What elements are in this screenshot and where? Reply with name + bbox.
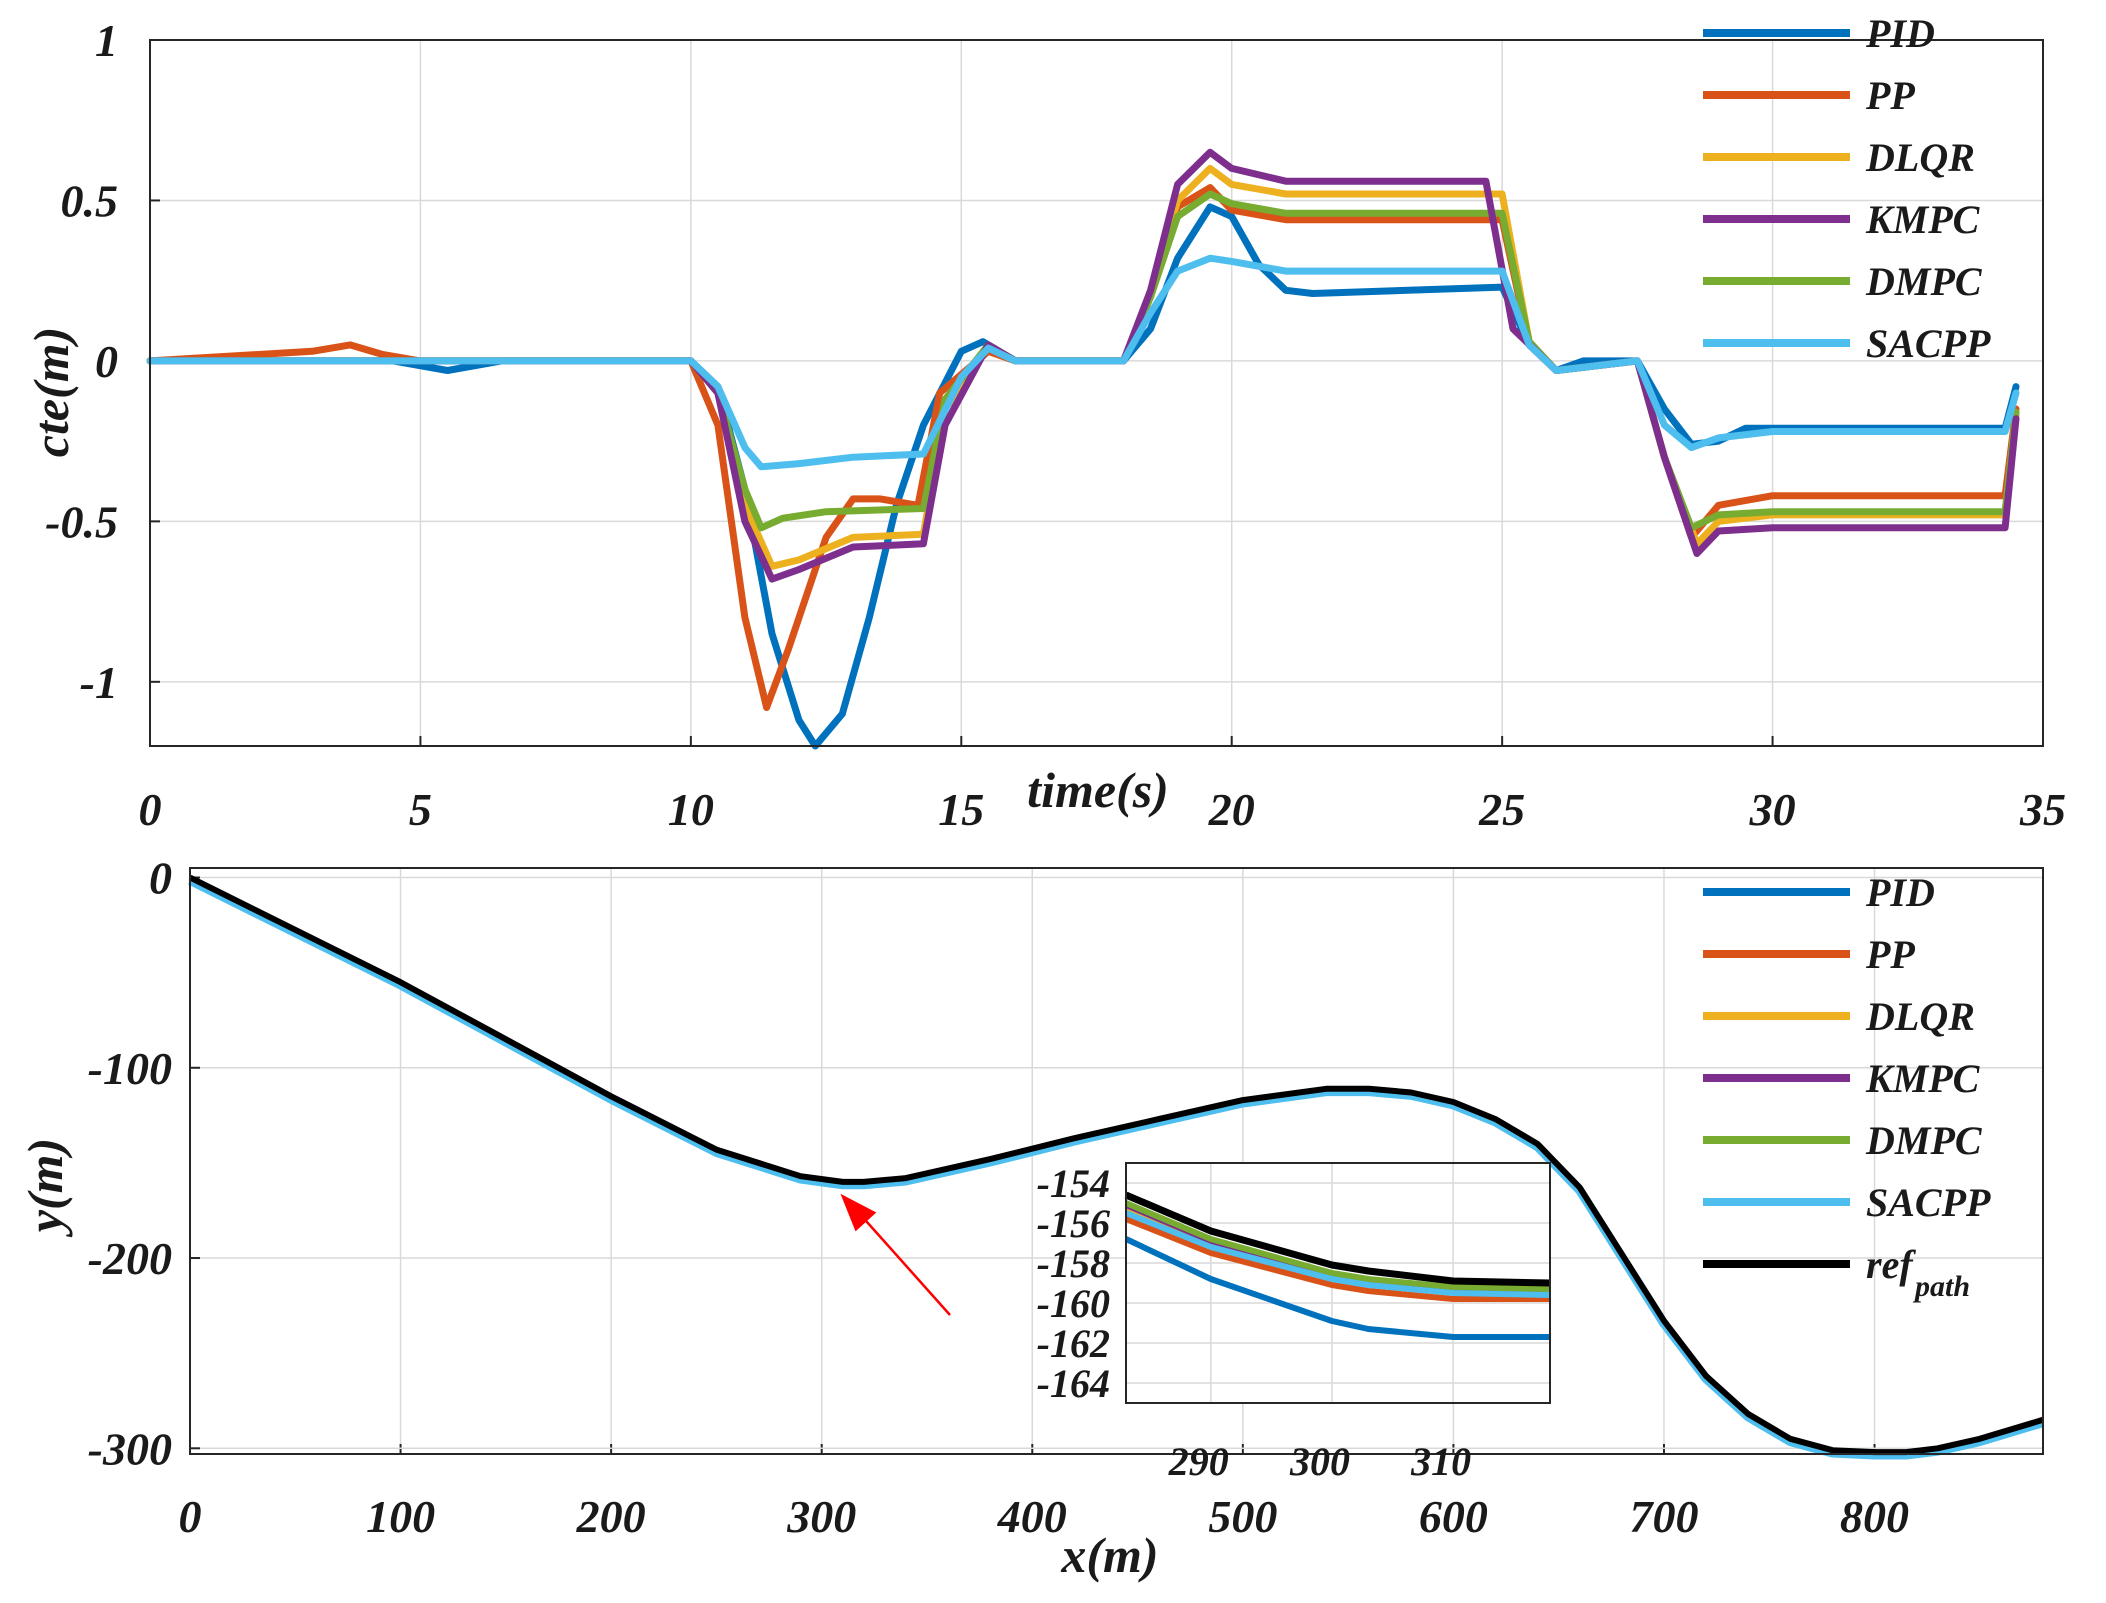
cte-y-tick-label: 1	[95, 15, 118, 66]
path-y-tick-label: -100	[88, 1043, 172, 1094]
cte-series-kmpc	[146, 148, 2020, 583]
path-series-sacpp	[187, 876, 2045, 1460]
path-x-tick-label: 100	[366, 1491, 435, 1542]
cte-legend-label: DMPC	[1865, 259, 1983, 304]
zoom-arrow-head	[840, 1193, 877, 1232]
path-series-lines	[187, 874, 2045, 1460]
cte-x-tick-label: 0	[139, 784, 162, 835]
inset-x-tick-label: 310	[1410, 1439, 1471, 1484]
path-x-axis-label: x(m)	[1060, 1527, 1158, 1583]
path-y-tick-labels: 0 -100 -200 -300	[88, 853, 172, 1475]
cte-x-tick-label: 10	[668, 784, 714, 835]
cte-series-sacpp	[146, 254, 2020, 471]
cte-legend-label: DLQR	[1865, 135, 1975, 180]
path-plot-frame	[189, 867, 2044, 1455]
cte-legend-label: PP	[1865, 73, 1915, 118]
path-y-axis-label: y(m)	[17, 1138, 73, 1237]
cte-y-tick-labels: 1 0.5 0 -0.5 -1	[45, 15, 118, 708]
cte-plot-frame	[149, 39, 2044, 747]
zoom-arrow-shaft	[851, 1204, 951, 1316]
cte-x-axis-label: time(s)	[1027, 762, 1169, 818]
inset-x-tick-label: 300	[1289, 1439, 1350, 1484]
path-series-ref-path	[188, 874, 2044, 1456]
path-grid	[189, 868, 2043, 1454]
cte-series-lines	[146, 148, 2020, 750]
path-y-tick-label: 0	[149, 853, 172, 904]
inset-y-tick-label: -154	[1037, 1161, 1110, 1206]
path-legend-label: DMPC	[1865, 1118, 1983, 1163]
cte-y-axis-label: cte(m)	[23, 327, 79, 457]
inset-series-pid	[1124, 1236, 1550, 1340]
inset-series-dmpc	[1124, 1200, 1551, 1292]
path-x-tick-labels: 0 100 200 300 400 500 600 700 800	[179, 1491, 1910, 1542]
inset-y-tick-labels: -154-156-158-160-162-164	[1037, 1161, 1110, 1406]
path-y-tick-label: -200	[88, 1233, 172, 1284]
path-legend-subscript: path	[1912, 1270, 1970, 1303]
cte-legend: PID PP DLQR KMPC DMPC SACPP	[1703, 11, 1991, 366]
cte-legend-label: SACPP	[1866, 321, 1991, 366]
cte-chart: 0 5 10 15 20 25 30 35 1 0.5 0 -0.5 -1 time(s) cte(m…	[23, 11, 2066, 835]
cte-grid	[149, 39, 2044, 746]
zoom-arrow	[840, 1193, 951, 1316]
inset-frame	[1125, 1162, 1551, 1404]
inset-series-lines	[1124, 1191, 1551, 1340]
path-legend-label: DLQR	[1865, 994, 1975, 1039]
path-chart: 0 100 200 300 400 500 600 700 800 0-100-200-300 …	[17, 853, 2045, 1583]
inset-series-pp	[1124, 1216, 1550, 1302]
cte-x-tick-label: 15	[938, 784, 984, 835]
path-x-tick-label: 300	[786, 1491, 856, 1542]
path-y-tick-label: -300	[88, 1423, 172, 1474]
cte-x-tick-labels: 0 5 10 15 20 25 30 35	[139, 784, 2067, 835]
path-x-tick-label: 200	[576, 1491, 646, 1542]
path-legend-label: PP	[1865, 932, 1915, 977]
cte-legend-label: KMPC	[1865, 197, 1981, 242]
inset-y-tick-label: -164	[1037, 1361, 1110, 1406]
path-x-tick-label: 400	[997, 1491, 1067, 1542]
inset-y-tick-label: -160	[1037, 1281, 1110, 1326]
path-x-tick-label: 500	[1208, 1491, 1277, 1542]
path-legend-label: PID	[1865, 870, 1935, 915]
path-legend: PID PP DLQR KMPC DMPC SACPP ref path	[1703, 870, 1991, 1303]
path-legend-label: ref	[1866, 1242, 1916, 1287]
inset-series-ref-path	[1124, 1191, 1551, 1287]
cte-legend-label: PID	[1865, 11, 1935, 56]
inset-y-tick-label: -156	[1037, 1201, 1110, 1246]
path-x-tick-label: 700	[1629, 1491, 1698, 1542]
inset-y-tick-label: -158	[1037, 1241, 1110, 1286]
inset-series-sacpp	[1124, 1210, 1551, 1298]
cte-x-tick-label: 30	[1749, 784, 1796, 835]
inset-x-tick-labels: 290 300 310	[1168, 1439, 1471, 1484]
cte-y-tick-label: 0	[95, 336, 118, 387]
cte-x-tick-label: 25	[1478, 784, 1525, 835]
cte-x-tick-label: 20	[1208, 784, 1255, 835]
path-x-tick-label: 800	[1840, 1491, 1909, 1542]
cte-y-tick-label: -1	[80, 657, 118, 708]
cte-series-pid	[146, 203, 2020, 750]
cte-y-tick-label: -0.5	[45, 496, 118, 547]
cte-y-tick-label: 0.5	[61, 175, 119, 226]
path-x-tick-label: 600	[1419, 1491, 1488, 1542]
inset-x-tick-label: 290	[1168, 1439, 1229, 1484]
inset-y-tick-label: -162	[1037, 1321, 1110, 1366]
cte-series-pp	[146, 184, 2020, 711]
inset-zoom-chart: 290 300 310 -154-156-158-160-162-164	[1037, 1161, 1551, 1484]
cte-x-tick-label: 35	[2019, 784, 2066, 835]
path-legend-label: SACPP	[1866, 1180, 1991, 1225]
path-legend-label: KMPC	[1865, 1056, 1981, 1101]
path-x-tick-label: 0	[179, 1491, 202, 1542]
cte-x-tick-label: 5	[409, 784, 432, 835]
